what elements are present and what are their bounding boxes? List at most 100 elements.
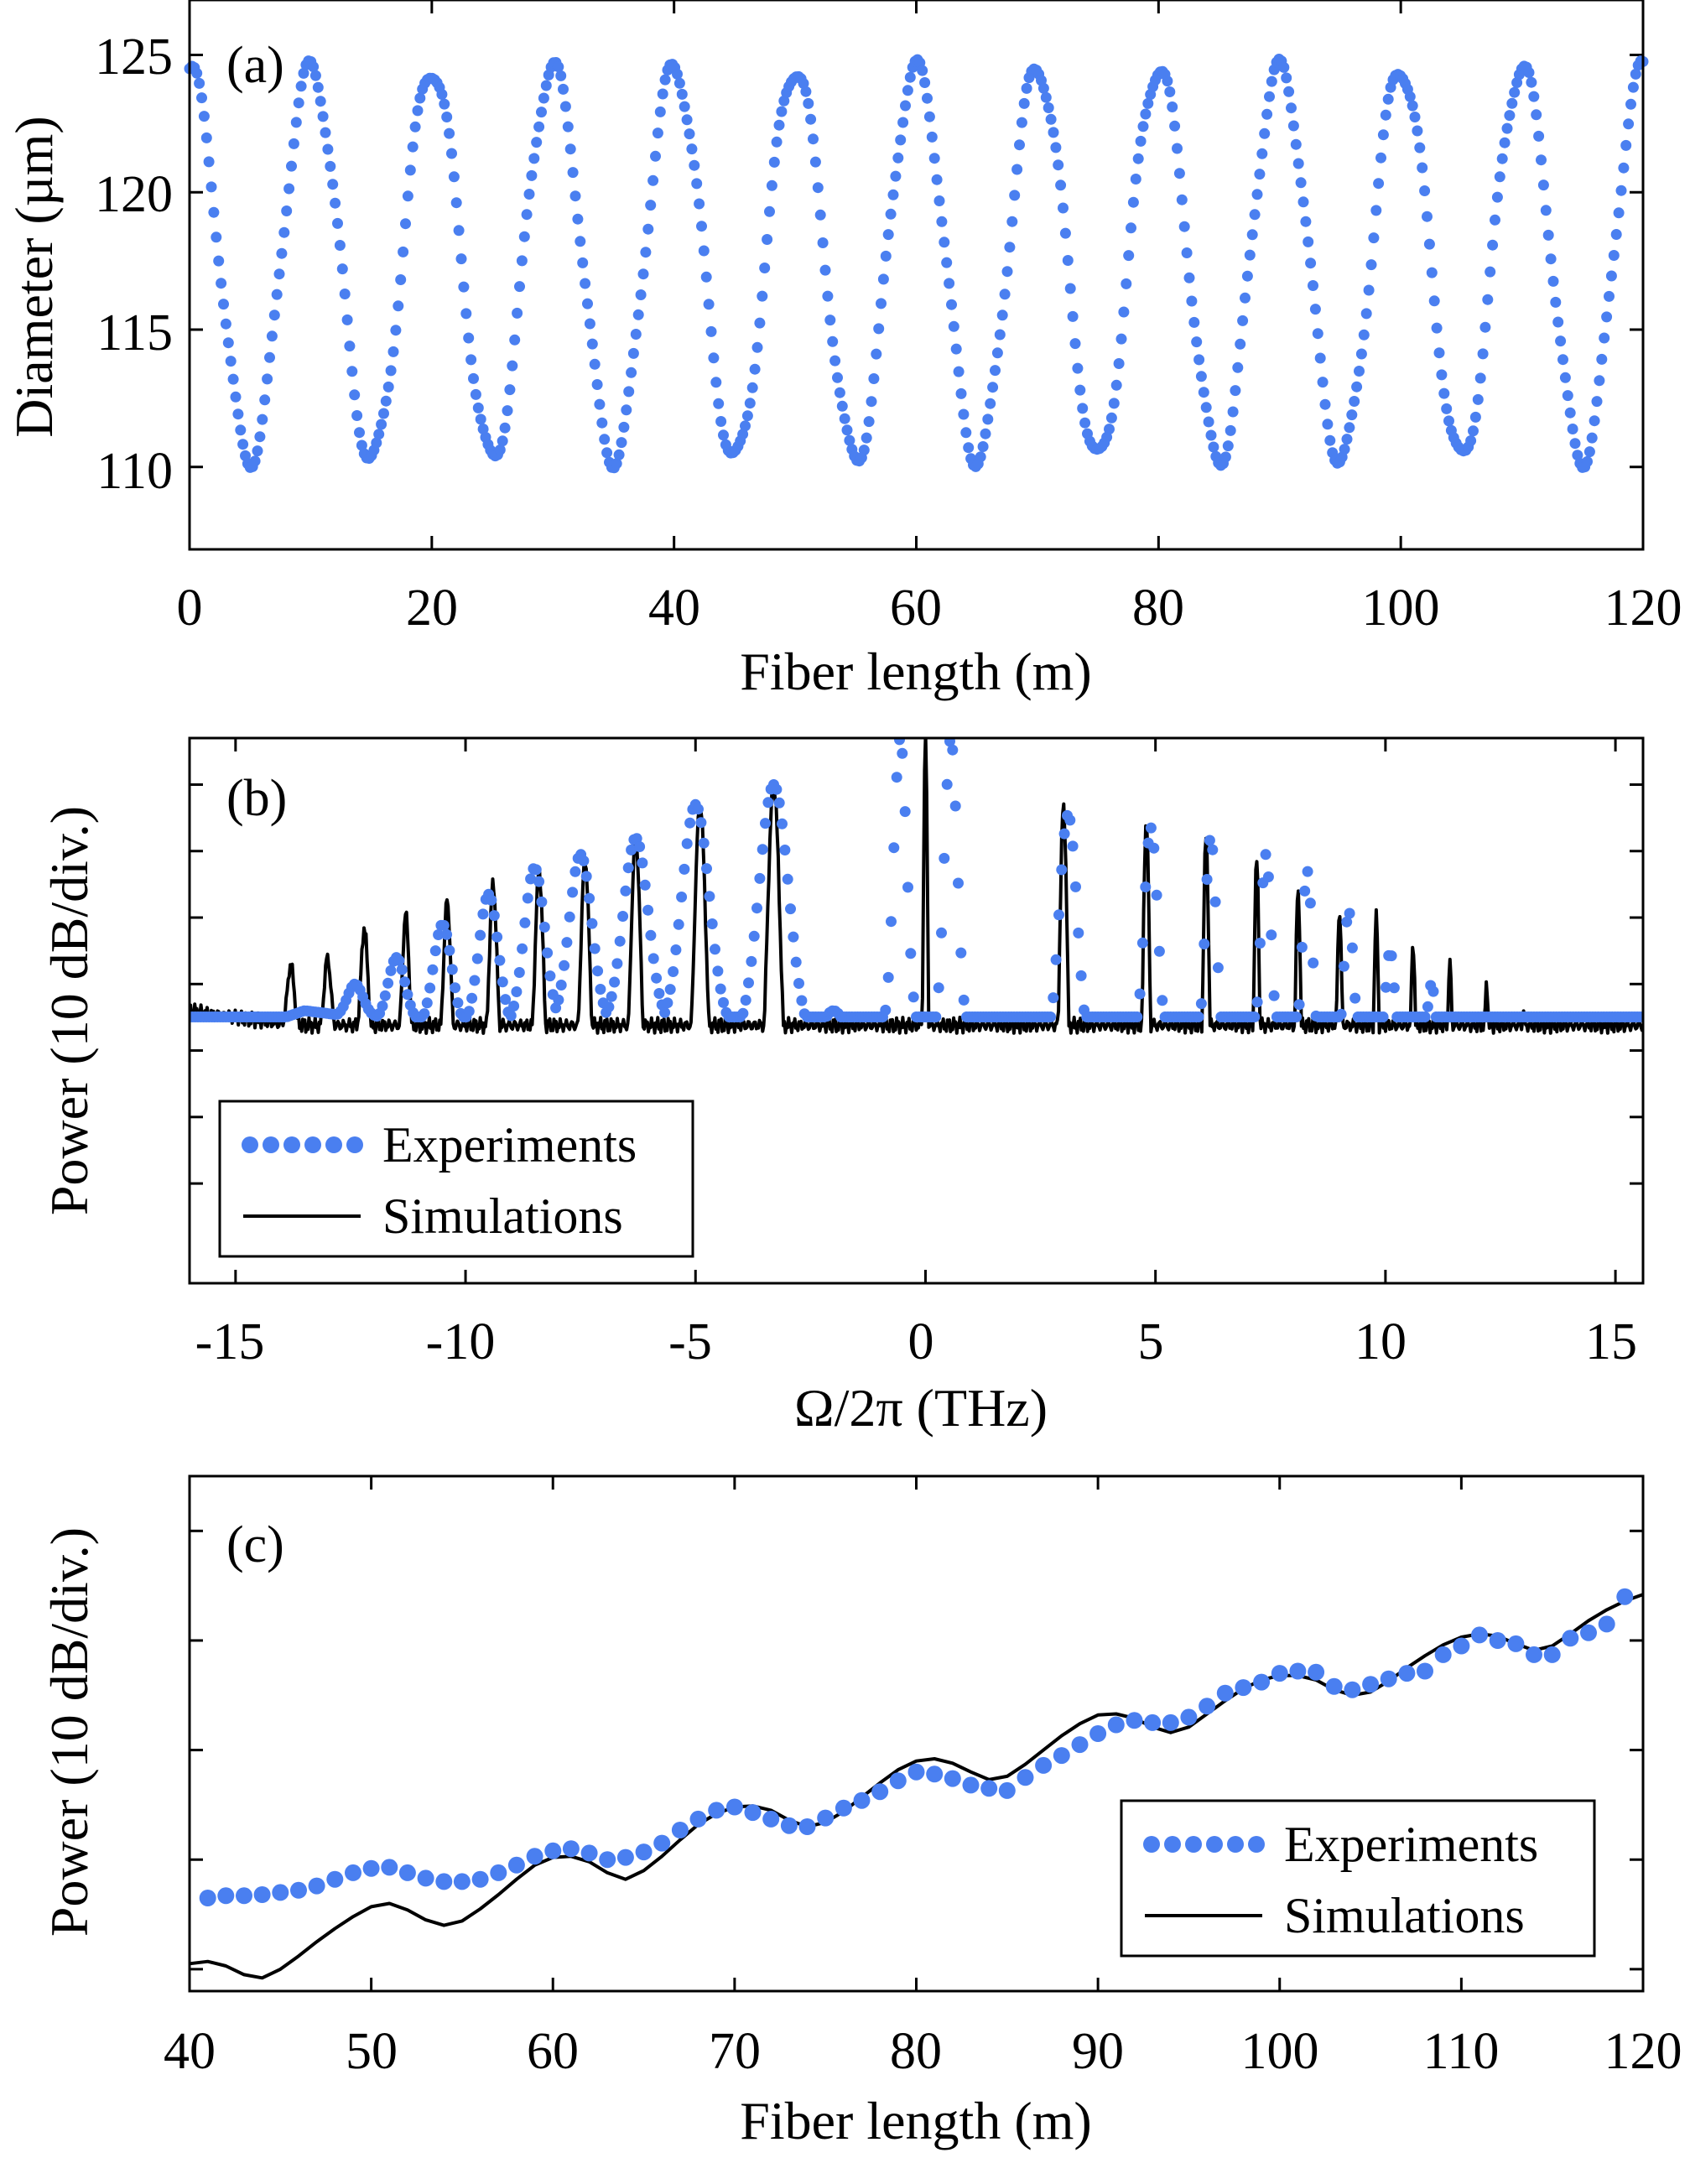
diameter-point <box>751 341 763 353</box>
diameter-point <box>1542 229 1554 241</box>
experiments-point <box>569 866 581 877</box>
experiments-point <box>676 892 688 902</box>
diameter-point <box>309 70 321 81</box>
diameter-point <box>1193 354 1205 366</box>
diameter-point <box>1292 158 1304 169</box>
experiments-point <box>382 977 394 989</box>
experiments-point <box>421 997 433 1009</box>
experiments-point <box>1151 889 1162 901</box>
diameter-point <box>759 263 771 273</box>
diameter-point <box>1172 143 1183 154</box>
diameter-point <box>458 281 470 293</box>
experiments-point <box>639 879 651 891</box>
diameter-point <box>863 416 875 428</box>
experiments-point <box>1562 1630 1579 1647</box>
panel-b-legend-dots <box>242 1136 363 1153</box>
diameter-point <box>637 268 649 280</box>
diameter-point <box>1596 353 1608 365</box>
diameter-point <box>1181 247 1193 258</box>
diameter-point <box>1110 379 1122 391</box>
diameter-point <box>1382 93 1394 105</box>
diameter-point <box>885 208 897 220</box>
experiments-point <box>744 1804 762 1822</box>
diameter-point <box>334 240 346 251</box>
experiments-point <box>1070 881 1081 892</box>
diameter-point <box>553 61 564 73</box>
diameter-point <box>1501 122 1513 134</box>
diameter-point <box>1469 411 1481 423</box>
diameter-point <box>569 190 581 202</box>
diameter-point <box>946 299 957 310</box>
diameter-point <box>235 424 247 436</box>
experiments-point <box>1053 1747 1070 1765</box>
experiments-point <box>740 995 751 1006</box>
diameter-point <box>382 381 394 393</box>
diameter-point <box>950 343 962 355</box>
panel-c-legend-box <box>1120 1799 1596 1958</box>
diameter-point <box>460 308 472 320</box>
diameter-point <box>944 278 955 289</box>
experiments-point <box>1341 916 1353 928</box>
diameter-point <box>271 289 283 300</box>
diameter-point <box>1531 109 1542 121</box>
diameter-point <box>710 377 722 388</box>
panel-a-xtick-0: 0 <box>177 580 203 637</box>
diameter-point <box>1264 91 1275 102</box>
diameter-point <box>441 112 453 122</box>
experiments-point <box>519 917 531 928</box>
experiments-point <box>751 902 762 914</box>
experiments-point <box>417 1869 434 1887</box>
diameter-point <box>589 358 601 370</box>
experiments-point <box>508 1001 520 1011</box>
diameter-point <box>1240 292 1251 304</box>
experiments-point <box>1543 1646 1561 1663</box>
panel-a-xtick-40: 40 <box>648 580 700 637</box>
diameter-point <box>754 317 766 329</box>
panel-b-legend-simulations: Simulations <box>382 1188 623 1244</box>
diameter-point <box>703 299 715 310</box>
diameter-point <box>1118 306 1130 318</box>
diameter-point <box>336 263 348 275</box>
diameter-point <box>499 422 511 434</box>
experiments-point <box>326 1870 344 1888</box>
diameter-point <box>933 195 945 206</box>
experiments-point <box>631 833 642 845</box>
diameter-point <box>1006 216 1018 227</box>
diameter-point <box>749 363 761 375</box>
diameter-point <box>928 153 940 164</box>
diameter-point <box>572 213 584 225</box>
diameter-point <box>1113 358 1125 369</box>
diameter-point <box>1613 207 1625 219</box>
experiments-point <box>693 803 704 815</box>
panel-c-xtick-60: 60 <box>527 2023 579 2080</box>
experiments-point <box>477 908 489 920</box>
diameter-point <box>696 221 707 232</box>
diameter-point <box>208 206 220 218</box>
diameter-point <box>1077 403 1089 414</box>
diameter-point <box>395 274 407 285</box>
diameter-point <box>230 391 242 403</box>
experiments-point <box>199 1890 216 1906</box>
diameter-point <box>902 85 913 96</box>
diameter-point <box>203 156 215 168</box>
panel-c-legend-experiments: Experiments <box>1284 1817 1538 1872</box>
experiments-point <box>620 885 632 897</box>
experiments-point <box>1199 939 1210 949</box>
diameter-point <box>1494 171 1505 183</box>
diameter-point <box>351 410 363 421</box>
experiments-point <box>1471 1626 1488 1644</box>
diameter-point <box>564 143 576 155</box>
diameter-point <box>1506 97 1518 109</box>
diameter-point <box>844 434 855 446</box>
diameter-point <box>273 268 285 280</box>
diameter-point <box>463 332 475 344</box>
diameter-point <box>776 106 788 117</box>
diameter-point <box>1208 441 1219 453</box>
experiments-point <box>998 1781 1016 1799</box>
diameter-point <box>1067 310 1079 322</box>
experiments-point <box>645 929 657 941</box>
diameter-point <box>453 225 465 237</box>
diameter-point <box>1485 266 1496 278</box>
experiments-point <box>217 1887 235 1905</box>
